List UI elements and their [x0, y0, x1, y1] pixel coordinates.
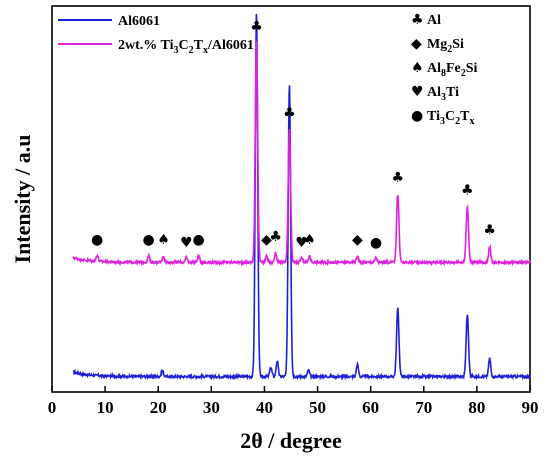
peak-marker: ♥ [180, 235, 193, 251]
peak-marker: ♣ [283, 105, 296, 121]
phase-key-symbol-mg2si: ◆ [411, 36, 422, 52]
plot-frame [51, 5, 531, 393]
peak-marker: ● [143, 232, 155, 248]
phase-key-symbol-al8fe2si: ♠ [411, 60, 424, 76]
peak-marker: ♣ [269, 229, 282, 245]
phase-key-symbol-al3ti: ♥ [411, 84, 424, 100]
x-tick-label: 30 [203, 398, 220, 417]
x-tick-label: 10 [97, 398, 114, 417]
peak-marker: ● [370, 235, 382, 251]
peak-marker: ● [192, 232, 204, 248]
series-line-composite [72, 40, 531, 267]
series-line-al6061 [72, 13, 531, 381]
y-axis-title: Intensity / a.u [10, 135, 35, 264]
legend: Al6061 2wt.% Ti3C2Tx/Al6061 [58, 14, 254, 56]
phase-key-label-al8fe2si: Al8Fe2Si [427, 61, 478, 79]
peak-marker: ◆ [352, 232, 363, 248]
phase-key-symbol-ti3c2tx: ● [411, 108, 423, 124]
phase-key-label-mg2si: Mg2Si [427, 37, 464, 55]
peak-marker: ♠ [157, 232, 170, 248]
series-layer [72, 13, 531, 381]
phase-key-label-ti3c2tx: Ti3C2Tx [427, 109, 474, 127]
x-tick-label: 60 [362, 398, 379, 417]
peak-marker: ◆ [261, 232, 272, 248]
phase-key-label-al: Al [427, 13, 441, 28]
x-tick-label: 40 [256, 398, 273, 417]
x-tick-label: 0 [48, 398, 57, 417]
x-tick-label: 90 [522, 398, 539, 417]
legend-label-composite: 2wt.% Ti3C2Tx/Al6061 [118, 38, 254, 56]
phase-key-symbol-al: ♣ [411, 12, 424, 28]
x-axis-ticks: 0 10 20 30 40 50 60 70 80 90 [48, 386, 539, 417]
phase-key: ♣ Al ◆ Mg2Si ♠ Al8Fe2Si ♥ Al3Ti ● Ti3C2T… [411, 12, 478, 127]
x-axis-title: 2θ / degree [240, 428, 342, 453]
peak-marker: ♠ [303, 232, 316, 248]
peak-marker: ♣ [250, 19, 263, 35]
x-tick-label: 70 [415, 398, 432, 417]
peak-marker: ♣ [461, 182, 474, 198]
legend-label-al6061: Al6061 [118, 14, 160, 29]
x-tick-label: 80 [468, 398, 485, 417]
x-tick-label: 20 [150, 398, 167, 417]
peak-marker: ♣ [483, 223, 496, 239]
peak-marker: ♥ [295, 235, 308, 251]
x-tick-label: 50 [309, 398, 326, 417]
peak-marker: ● [91, 232, 103, 248]
peak-marker: ♣ [391, 170, 404, 186]
peak-marker-layer: ● ● ♠ ♥ ●♣◆♣♣♥♠ ◆ ●♣♣♣ [91, 19, 496, 251]
phase-key-label-al3ti: Al3Ti [427, 85, 459, 103]
